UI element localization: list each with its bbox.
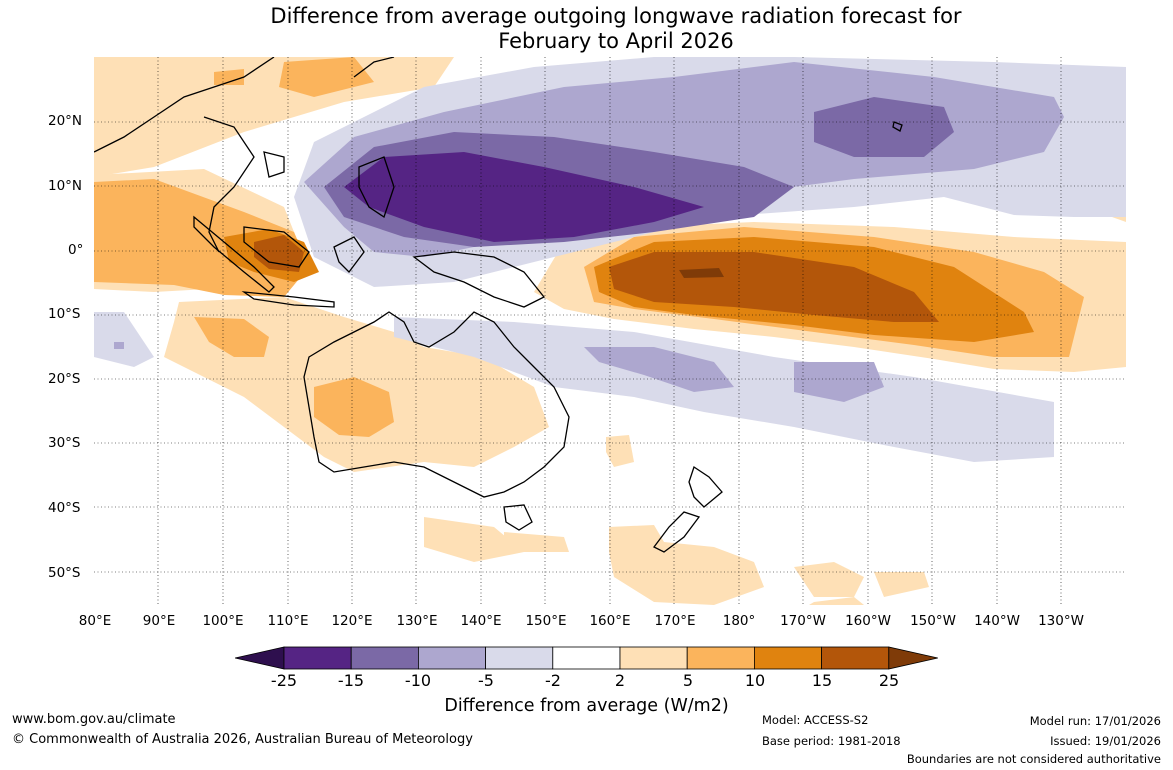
lon-label: 140°E <box>460 613 502 629</box>
lon-label: 130°W <box>1038 613 1084 629</box>
legend-swatch <box>686 646 755 670</box>
lon-label: 140°W <box>974 613 1020 629</box>
lon-label: 170°W <box>780 613 826 629</box>
lat-label: 10°N <box>48 178 83 194</box>
legend-swatch <box>821 646 890 670</box>
lon-label: 180° <box>722 613 756 629</box>
lat-label: 50°S <box>48 565 81 581</box>
lat-label: 10°S <box>48 306 81 322</box>
legend-swatch <box>552 646 621 670</box>
anomaly-minus-15-to-minus-25 <box>344 152 704 242</box>
lon-label: 80°E <box>78 613 112 629</box>
legend-tick: 10 <box>744 671 766 690</box>
lon-label: 170°E <box>654 613 696 629</box>
website-link[interactable]: www.bom.gov.au/climate <box>12 712 176 727</box>
lat-label: 30°S <box>48 435 81 451</box>
lon-label: 160°W <box>845 613 891 629</box>
anomaly-above-25 <box>679 268 724 278</box>
lon-label: 110°E <box>267 613 309 629</box>
legend-swatch <box>754 646 823 670</box>
olr-anomaly-map <box>94 57 1126 605</box>
legend-tick: 2 <box>614 671 626 690</box>
legend-swatch <box>619 646 688 670</box>
legend-arrow-low <box>235 646 285 670</box>
lon-label: 100°E <box>202 613 244 629</box>
lon-label: 150°E <box>525 613 567 629</box>
legend-label: Difference from average (W/m2) <box>444 696 729 716</box>
title-line-1: Difference from average outgoing longwav… <box>270 4 962 28</box>
copyright-text: © Commonwealth of Australia 2026, Austra… <box>12 732 473 747</box>
lat-label: 0° <box>68 242 84 258</box>
legend-tick: -5 <box>478 671 494 690</box>
model-run-date: Model run: 17/01/2026 <box>1029 714 1161 728</box>
lat-label: 20°N <box>48 113 83 129</box>
legend-tick: -25 <box>270 671 298 690</box>
legend-tick: -10 <box>404 671 432 690</box>
legend-swatch <box>283 646 352 670</box>
lon-label: 130°E <box>396 613 438 629</box>
lon-label: 120°E <box>331 613 373 629</box>
legend-swatch <box>485 646 554 670</box>
legend-swatch <box>417 646 486 670</box>
legend-tick: -2 <box>545 671 561 690</box>
issued-date: Issued: 19/01/2026 <box>1050 734 1161 748</box>
lon-label: 150°W <box>910 613 956 629</box>
base-period: Base period: 1981-2018 <box>762 734 901 748</box>
lon-label: 160°E <box>589 613 631 629</box>
legend-tick: -15 <box>337 671 365 690</box>
legend-tick: 25 <box>878 671 900 690</box>
color-legend-bar <box>235 646 938 670</box>
model-name: Model: ACCESS-S2 <box>762 713 869 727</box>
lon-label: 90°E <box>142 613 176 629</box>
coastlines <box>94 57 903 553</box>
legend-tick: 5 <box>682 671 694 690</box>
title-line-2: February to April 2026 <box>498 29 734 53</box>
chart-title: Difference from average outgoing longwav… <box>0 4 1173 54</box>
legend-arrow-high <box>888 646 938 670</box>
legend-swatch <box>350 646 419 670</box>
boundary-disclaimer: Boundaries are not considered authoritat… <box>906 752 1161 766</box>
lat-label: 20°S <box>48 371 81 387</box>
legend-tick: 15 <box>811 671 833 690</box>
graticule <box>94 57 1126 605</box>
lat-label: 40°S <box>48 500 81 516</box>
